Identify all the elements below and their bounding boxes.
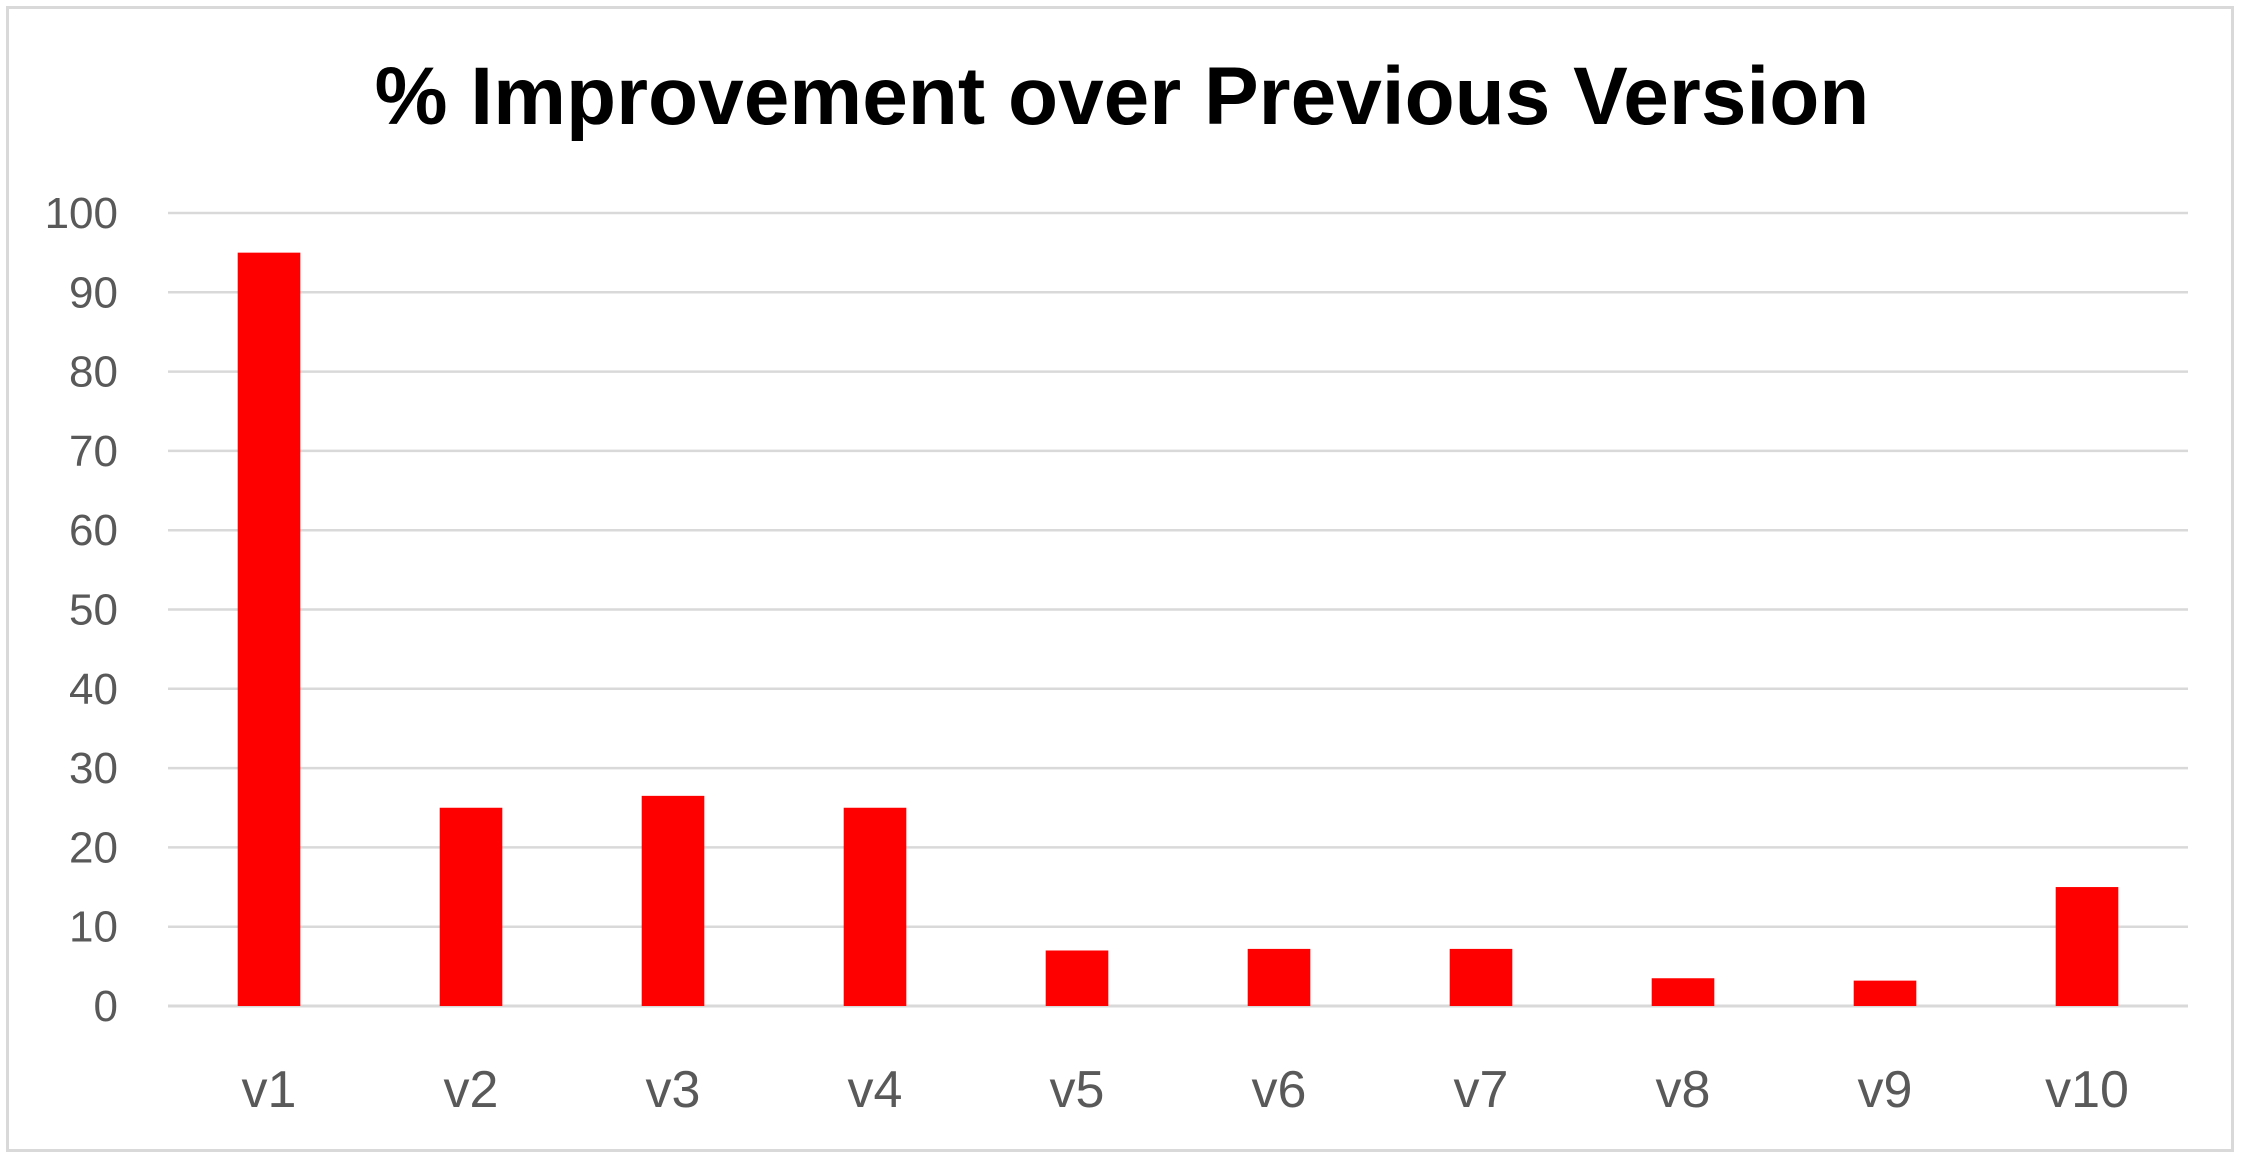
- gridlines: [168, 211, 2188, 1008]
- y-tick-label: 70: [69, 427, 118, 476]
- bar-v2: [439, 807, 503, 1006]
- y-tick-label: 100: [45, 189, 118, 238]
- chart-frame: [6, 6, 2234, 1152]
- bar-v10: [2055, 887, 2119, 1006]
- chart-title: % Improvement over Previous Version: [375, 51, 1870, 142]
- y-tick-label: 0: [94, 982, 118, 1031]
- y-tick-label: 80: [69, 348, 118, 397]
- y-tick-label: 30: [69, 744, 118, 793]
- x-tick-label: v3: [646, 1061, 701, 1119]
- x-tick-label: v9: [1858, 1061, 1913, 1119]
- bar-v1: [237, 252, 301, 1006]
- y-tick-label: 10: [69, 903, 118, 952]
- y-tick-label: 40: [69, 665, 118, 714]
- bar-v7: [1449, 948, 1513, 1006]
- y-tick-label: 90: [69, 268, 118, 317]
- x-tick-label: v1: [242, 1061, 297, 1119]
- y-tick-label: 60: [69, 506, 118, 555]
- x-tick-label: v7: [1454, 1061, 1509, 1119]
- bar-v5: [1045, 950, 1109, 1006]
- x-tick-label: v2: [444, 1061, 499, 1119]
- bars: [237, 252, 2119, 1006]
- x-tick-label: v8: [1656, 1061, 1711, 1119]
- bar-v6: [1247, 948, 1311, 1006]
- bar-v8: [1651, 978, 1715, 1006]
- y-tick-label: 20: [69, 823, 118, 872]
- bar-v3: [641, 795, 705, 1006]
- x-tick-label: v4: [848, 1061, 903, 1119]
- y-axis: 0 10 20 30 40 50 60 70 80 90 100: [45, 189, 118, 1031]
- x-tick-label: v5: [1050, 1061, 1105, 1119]
- x-tick-label: v6: [1252, 1061, 1307, 1119]
- x-axis: v1 v2 v3 v4 v5 v6 v7 v8 v9 v10: [242, 1061, 2129, 1119]
- bar-v9: [1853, 980, 1917, 1006]
- y-tick-label: 50: [69, 586, 118, 635]
- x-tick-label: v10: [2045, 1061, 2129, 1119]
- bar-v4: [843, 807, 907, 1006]
